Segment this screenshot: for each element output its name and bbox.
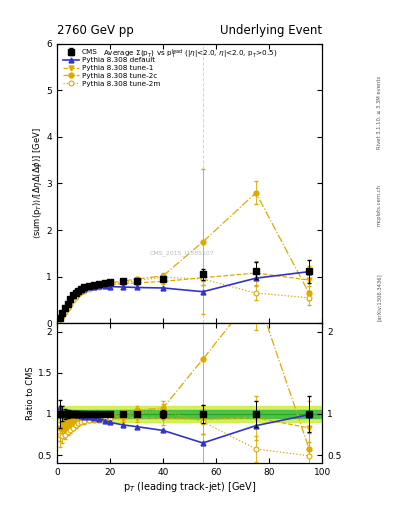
Pythia 8.308 tune-2c [161, 273, 165, 279]
Pythia 8.308 tune-1 [102, 282, 107, 288]
Pythia 8.308 default [71, 292, 75, 298]
Pythia 8.308 default [62, 306, 67, 312]
Pythia 8.308 tune-2m [79, 289, 83, 295]
Pythia 8.308 tune-1 [81, 287, 86, 293]
Pythia 8.308 default [97, 283, 102, 289]
Pythia 8.308 tune-1 [68, 298, 73, 305]
Pythia 8.308 default [200, 289, 205, 295]
Pythia 8.308 tune-2m [60, 313, 64, 319]
Pythia 8.308 tune-2m [121, 279, 126, 285]
Pythia 8.308 tune-2c [65, 304, 70, 310]
Text: Rivet 3.1.10, ≥ 3.3M events: Rivet 3.1.10, ≥ 3.3M events [377, 76, 382, 150]
Pythia 8.308 tune-2m [71, 297, 75, 303]
Pythia 8.308 tune-2c [71, 295, 75, 301]
Pythia 8.308 tune-2c [253, 190, 258, 196]
Pythia 8.308 tune-2c [76, 290, 81, 296]
Pythia 8.308 tune-2c [60, 312, 64, 318]
Pythia 8.308 tune-2m [102, 282, 107, 288]
Pythia 8.308 tune-2m [68, 301, 73, 307]
Line: Pythia 8.308 default: Pythia 8.308 default [57, 269, 311, 320]
Line: Pythia 8.308 tune-1: Pythia 8.308 tune-1 [57, 271, 311, 321]
Pythia 8.308 tune-1 [92, 284, 97, 290]
Pythia 8.308 tune-1 [71, 295, 75, 301]
Pythia 8.308 tune-2m [108, 281, 112, 287]
Pythia 8.308 tune-2m [92, 285, 97, 291]
Pythia 8.308 default [161, 285, 165, 291]
Pythia 8.308 tune-2c [86, 284, 91, 290]
Pythia 8.308 default [81, 286, 86, 292]
Pythia 8.308 tune-1 [73, 292, 78, 298]
Pythia 8.308 tune-1 [79, 288, 83, 294]
Y-axis label: Ratio to CMS: Ratio to CMS [26, 367, 35, 420]
Pythia 8.308 tune-1 [60, 311, 64, 317]
Pythia 8.308 tune-1 [134, 280, 139, 286]
Pythia 8.308 tune-2c [57, 316, 62, 322]
Pythia 8.308 default [108, 284, 112, 290]
Line: Pythia 8.308 tune-2c: Pythia 8.308 tune-2c [57, 190, 311, 321]
Pythia 8.308 tune-1 [253, 270, 258, 276]
Pythia 8.308 tune-2m [62, 309, 67, 315]
Pythia 8.308 tune-2c [81, 286, 86, 292]
Pythia 8.308 tune-2m [76, 291, 81, 297]
Pythia 8.308 tune-2m [161, 274, 165, 280]
Pythia 8.308 tune-1 [108, 282, 112, 288]
Pythia 8.308 default [92, 284, 97, 290]
Pythia 8.308 tune-2m [86, 286, 91, 292]
Pythia 8.308 tune-2c [68, 300, 73, 306]
Pythia 8.308 default [68, 295, 73, 302]
Pythia 8.308 default [121, 284, 126, 290]
Pythia 8.308 default [73, 290, 78, 296]
Pythia 8.308 tune-2c [102, 281, 107, 287]
Pythia 8.308 tune-2m [307, 295, 311, 301]
Pythia 8.308 tune-1 [57, 316, 62, 322]
Pythia 8.308 tune-2c [108, 280, 112, 286]
Pythia 8.308 default [65, 300, 70, 306]
Pythia 8.308 default [57, 314, 62, 321]
Pythia 8.308 tune-2c [92, 283, 97, 289]
Pythia 8.308 tune-2m [200, 276, 205, 282]
Pythia 8.308 tune-2c [307, 290, 311, 296]
Text: 2760 GeV pp: 2760 GeV pp [57, 24, 134, 37]
Pythia 8.308 tune-2c [200, 239, 205, 245]
X-axis label: p$_T$ (leading track-jet) [GeV]: p$_T$ (leading track-jet) [GeV] [123, 480, 256, 494]
Text: mcplots.cern.ch: mcplots.cern.ch [377, 184, 382, 226]
Pythia 8.308 tune-1 [86, 285, 91, 291]
Pythia 8.308 tune-1 [200, 274, 205, 281]
Pythia 8.308 default [102, 283, 107, 289]
Pythia 8.308 tune-2c [134, 276, 139, 282]
Pythia 8.308 tune-1 [161, 279, 165, 285]
Legend: CMS, Pythia 8.308 default, Pythia 8.308 tune-1, Pythia 8.308 tune-2c, Pythia 8.3: CMS, Pythia 8.308 default, Pythia 8.308 … [60, 47, 163, 90]
Pythia 8.308 default [307, 269, 311, 275]
Pythia 8.308 tune-2c [97, 282, 102, 288]
Text: CMS_2015_I1385107: CMS_2015_I1385107 [149, 250, 214, 257]
Pythia 8.308 tune-2m [57, 316, 62, 322]
Pythia 8.308 tune-1 [65, 303, 70, 309]
Pythia 8.308 tune-2m [81, 288, 86, 294]
Text: Underlying Event: Underlying Event [220, 24, 322, 37]
Line: Pythia 8.308 tune-2m: Pythia 8.308 tune-2m [57, 275, 311, 322]
Pythia 8.308 default [134, 285, 139, 291]
Y-axis label: $\langle$sum(p$_T$)$\rangle$/$[\Delta\eta\Delta(\Delta\phi)]$ [GeV]: $\langle$sum(p$_T$)$\rangle$/$[\Delta\et… [31, 127, 44, 240]
Pythia 8.308 tune-2c [79, 288, 83, 294]
Pythia 8.308 tune-2c [73, 292, 78, 298]
Pythia 8.308 tune-2c [62, 308, 67, 314]
Pythia 8.308 tune-2m [134, 278, 139, 284]
Pythia 8.308 tune-1 [307, 277, 311, 283]
Pythia 8.308 default [86, 285, 91, 291]
Text: [arXiv:1306.3436]: [arXiv:1306.3436] [377, 273, 382, 321]
Pythia 8.308 tune-2m [73, 294, 78, 301]
Pythia 8.308 tune-2m [97, 284, 102, 290]
Pythia 8.308 tune-2m [65, 305, 70, 311]
Pythia 8.308 default [76, 288, 81, 294]
Pythia 8.308 tune-1 [76, 290, 81, 296]
Pythia 8.308 default [60, 310, 64, 316]
Pythia 8.308 tune-2m [253, 290, 258, 296]
Pythia 8.308 default [253, 275, 258, 281]
Pythia 8.308 tune-2c [121, 278, 126, 284]
Text: Average $\Sigma$(p$_T$) vs p$_T^{\rm lead}$ ($|\eta|$<2.0, $\eta|$<2.0, p$_T$>0.: Average $\Sigma$(p$_T$) vs p$_T^{\rm lea… [103, 48, 277, 61]
Pythia 8.308 tune-1 [62, 307, 67, 313]
Pythia 8.308 tune-1 [97, 283, 102, 289]
Pythia 8.308 default [79, 287, 83, 293]
Pythia 8.308 tune-1 [121, 281, 126, 287]
